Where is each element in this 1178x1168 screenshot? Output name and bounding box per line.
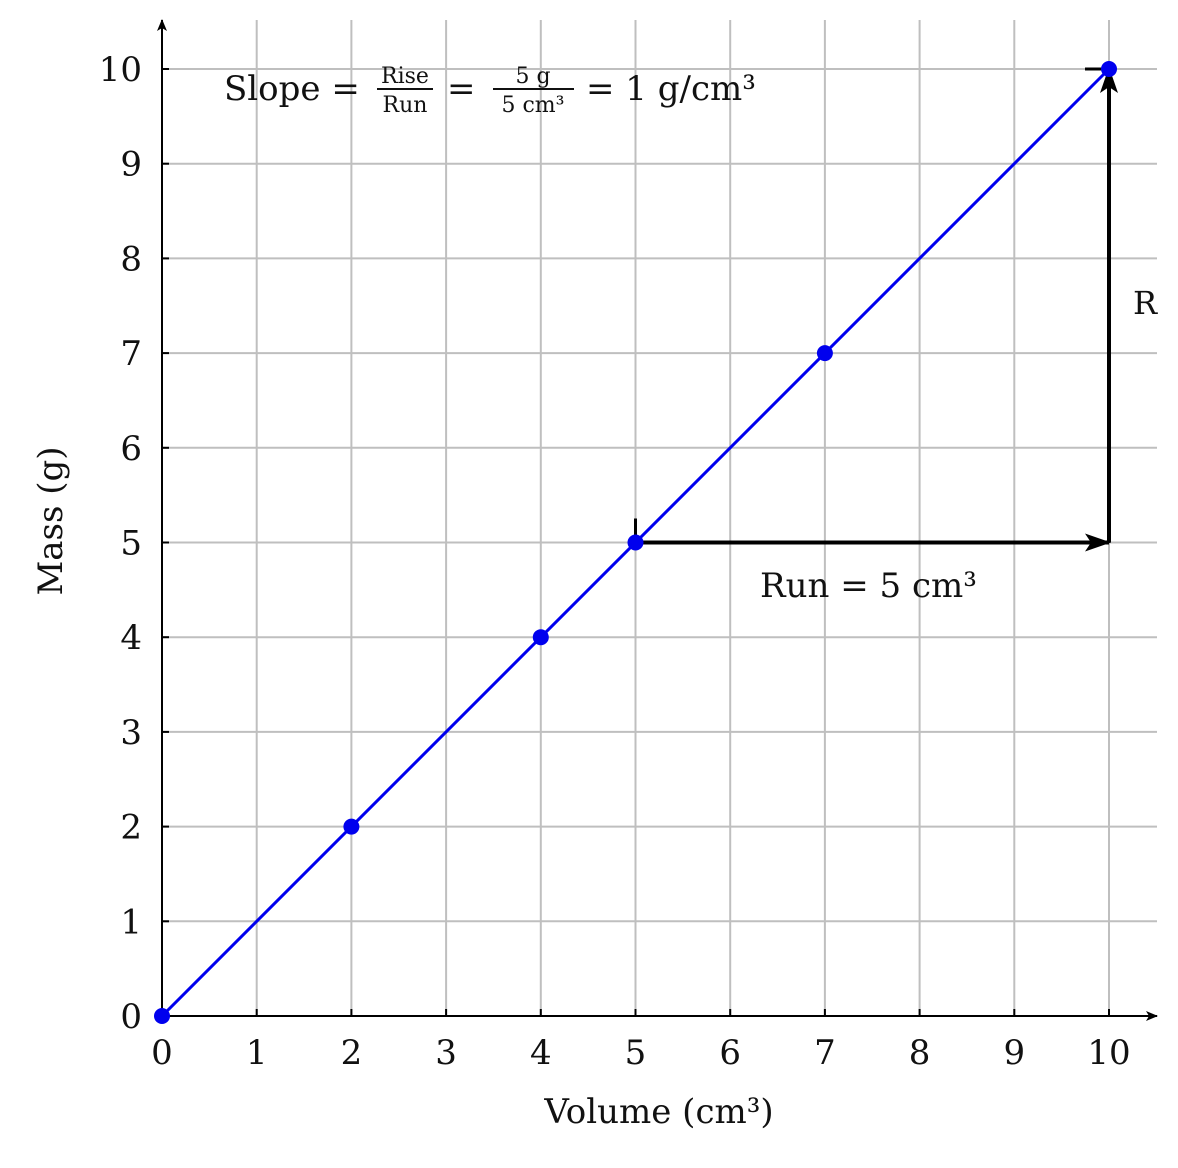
data-point: [816, 345, 833, 362]
data-points: [154, 61, 1117, 1024]
slope-formula: Slope = Rise Run = 5 g 5 cm³ = 1 g/cm³: [224, 64, 756, 118]
x-tick-label: 4: [530, 1033, 552, 1073]
y-axis-label: Mass (g): [31, 446, 71, 595]
data-point: [343, 818, 360, 835]
x-tick-label: 0: [151, 1033, 173, 1073]
y-tick-label: 5: [120, 524, 142, 564]
y-tick-label: 7: [120, 334, 142, 374]
slope-result: = 1 g/cm³: [586, 69, 756, 109]
x-tick-label: 8: [909, 1033, 931, 1073]
data-point: [532, 629, 549, 646]
data-point: [627, 534, 644, 551]
y-tick-label: 4: [120, 618, 142, 658]
x-tick-label: 9: [1003, 1033, 1025, 1073]
rise-over-run-numerator: Rise: [381, 64, 429, 89]
y-tick-label: 3: [120, 713, 142, 753]
x-tick-label: 1: [246, 1033, 268, 1073]
axes: [157, 19, 1158, 1021]
rise-label: R: [1133, 284, 1158, 322]
data-point: [154, 1008, 170, 1024]
x-tick-label: 3: [435, 1033, 457, 1073]
data-point: [1101, 61, 1117, 77]
rise-over-run-denominator: Run: [383, 93, 428, 118]
slope-equals: =: [447, 69, 476, 109]
y-tick-label: 10: [99, 50, 142, 90]
x-tick-label: 2: [341, 1033, 363, 1073]
y-tick-label: 1: [120, 902, 142, 942]
y-tick-label: 6: [120, 429, 142, 469]
y-tick-label: 0: [120, 997, 142, 1037]
x-axis-label: Volume (cm³): [543, 1092, 773, 1132]
y-tick-label: 9: [120, 145, 142, 185]
x-tick-label: 5: [625, 1033, 647, 1073]
grid: [162, 20, 1157, 1016]
x-tick-label: 10: [1087, 1033, 1130, 1073]
run-label: Run = 5 cm³: [760, 566, 977, 606]
slope-prefix: Slope =: [224, 69, 360, 109]
x-tick-label: 6: [719, 1033, 741, 1073]
y-tick-label: 2: [120, 808, 142, 848]
value-fraction-numerator: 5 g: [515, 64, 550, 89]
y-tick-label: 8: [120, 239, 142, 279]
value-fraction-denominator: 5 cm³: [502, 93, 565, 118]
x-tick-label: 7: [814, 1033, 836, 1073]
